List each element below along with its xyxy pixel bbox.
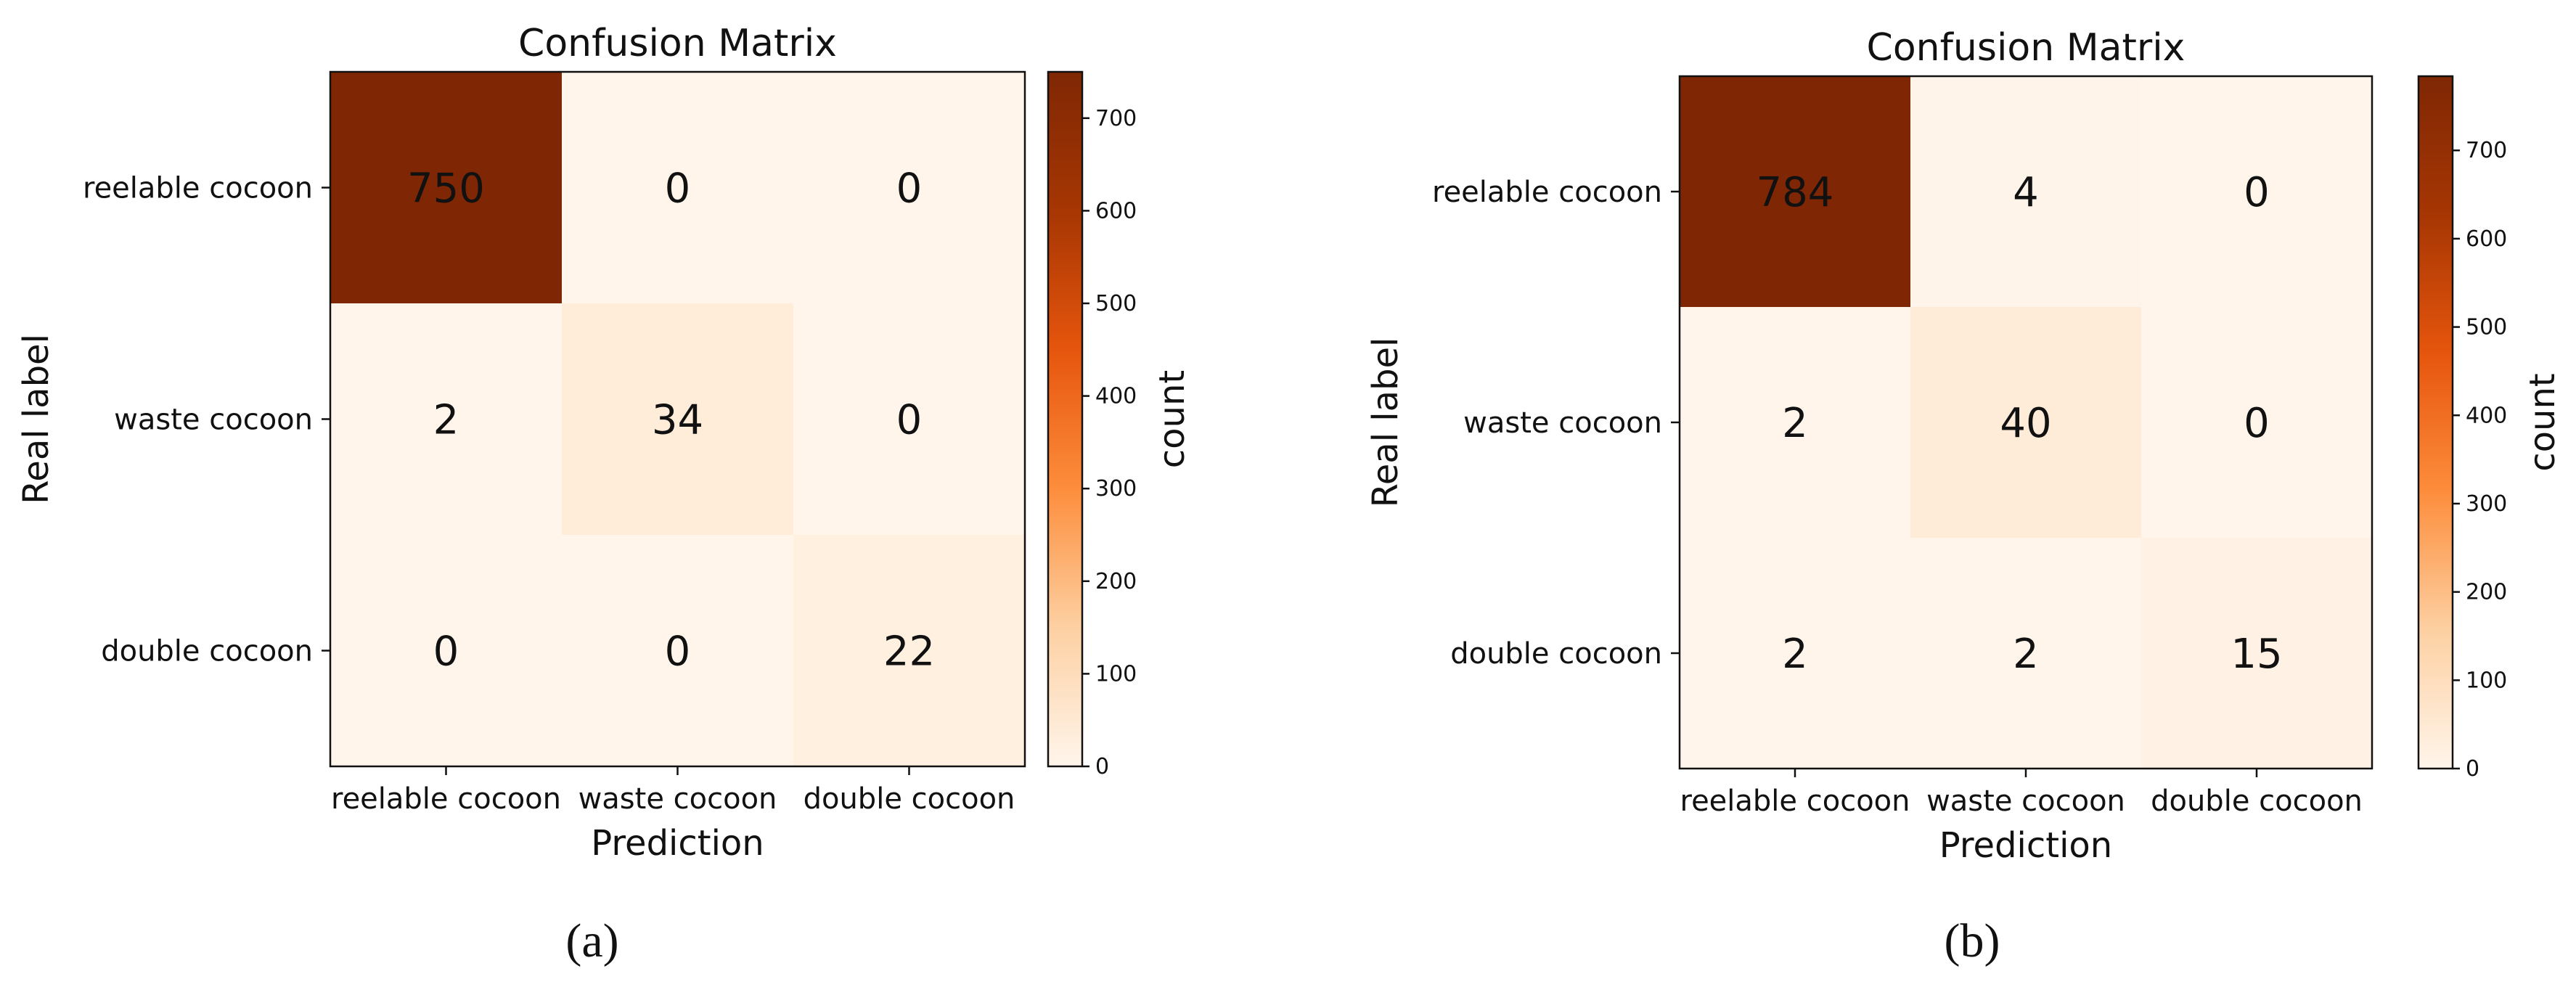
y-tick-label: reelable cocoon [1432, 176, 1662, 209]
matrix-cell [1910, 76, 2142, 308]
matrix-cell [330, 72, 563, 304]
cell-value-label: 2 [433, 397, 459, 444]
cell-value-label: 0 [2244, 400, 2270, 447]
x-tick-label: double cocoon [2151, 785, 2363, 818]
colorbar-tick-label: 700 [2466, 138, 2507, 163]
y-tick-label: double cocoon [1450, 637, 1662, 671]
x-tick-label: reelable cocoon [1680, 785, 1910, 818]
cell-value-label: 34 [652, 397, 703, 444]
y-tick-label: double cocoon [101, 635, 313, 668]
y-axis-label: Real label [1365, 337, 1406, 508]
colorbar-tick-label: 600 [2466, 226, 2507, 252]
chart-title: Confusion Matrix [1867, 26, 2185, 70]
x-tick-label: waste cocoon [578, 782, 777, 816]
cell-value-label: 750 [407, 165, 485, 213]
colorbar-tick-label: 400 [2466, 403, 2507, 428]
matrix-cell [2141, 76, 2373, 308]
colorbar-tick-label: 300 [2466, 491, 2507, 517]
matrix-cells: 750 0 0 2 34 0 0 0 22 [330, 72, 1026, 767]
matrix-cells: 784 4 02 40 02 2 15 [1680, 76, 2373, 769]
cell-value-label: 0 [433, 628, 459, 676]
matrix-cell [1680, 307, 1911, 538]
colorbar-tick-label: 300 [1095, 476, 1137, 501]
matrix-cell [562, 303, 794, 536]
colorbar-label: count [1152, 370, 1193, 468]
panel-label: (a) [565, 914, 618, 967]
matrix-cell [1680, 538, 1911, 769]
matrix-cell [562, 535, 794, 767]
colorbar-tick-label: 500 [1095, 291, 1137, 316]
matrix-cell [330, 303, 563, 536]
colorbar: 0 100 200 300 400 500 600 700 count [2417, 75, 2563, 782]
colorbar-label: count [2522, 373, 2563, 471]
cell-value-label: 784 [1757, 169, 1834, 216]
cell-value-label: 4 [2013, 169, 2039, 216]
panel-label: (b) [1945, 914, 2000, 967]
matrix-cell [2141, 538, 2373, 769]
matrix-cell [1910, 307, 2142, 538]
colorbar-tick-label: 700 [1095, 106, 1137, 131]
colorbar-tick-label: 200 [2466, 580, 2507, 605]
colorbar-tick-label: 100 [1095, 661, 1137, 687]
cell-value-label: 0 [896, 165, 923, 213]
cell-value-label: 40 [2000, 400, 2051, 447]
x-tick-label: waste cocoon [1926, 785, 2125, 818]
colorbar-tick-label: 500 [2466, 315, 2507, 340]
y-tick-label: waste cocoon [1463, 406, 1662, 440]
cell-value-label: 0 [2244, 169, 2270, 216]
matrix-cell [793, 72, 1026, 304]
matrix-cell [330, 535, 563, 767]
x-axis-label: Prediction [591, 823, 764, 864]
matrix-cell [793, 303, 1026, 536]
colorbar-tick-label: 200 [1095, 569, 1137, 594]
colorbar-bar [2417, 75, 2454, 770]
x-axis-label: Prediction [1939, 825, 2112, 866]
matrix-cell [1910, 538, 2142, 769]
cell-value-label: 2 [2013, 631, 2039, 678]
matrix-cell [1680, 76, 1911, 308]
y-tick-label: reelable cocoon [83, 172, 313, 205]
x-tick-label: reelable cocoon [331, 782, 561, 816]
chart-panel-a: Confusion Matrix 750 0 0 2 34 0 0 0 22 reelable co… [16, 22, 1193, 967]
cell-value-label: 0 [665, 628, 691, 676]
cell-value-label: 0 [896, 397, 923, 444]
matrix-cell [2141, 307, 2373, 538]
x-tick-label: double cocoon [804, 782, 1015, 816]
cell-value-label: 0 [665, 165, 691, 213]
y-axis-label: Real label [16, 334, 57, 504]
cell-value-label: 2 [1782, 400, 1808, 447]
colorbar-tick-label: 0 [1095, 754, 1109, 779]
cell-value-label: 22 [883, 628, 935, 676]
colorbar-bar [1047, 70, 1084, 768]
colorbar: 0 100 200 300 400 500 600 700 count [1047, 70, 1193, 779]
y-tick-label: waste cocoon [114, 404, 313, 437]
chart-title: Confusion Matrix [518, 22, 837, 65]
cell-value-label: 15 [2231, 631, 2282, 678]
matrix-cell [562, 72, 794, 304]
colorbar-tick-label: 0 [2466, 756, 2479, 782]
cell-value-label: 2 [1782, 631, 1808, 678]
colorbar-tick-label: 400 [1095, 384, 1137, 409]
matrix-cell [793, 535, 1026, 767]
colorbar-tick-label: 600 [1095, 198, 1137, 224]
colorbar-tick-label: 100 [2466, 668, 2507, 693]
